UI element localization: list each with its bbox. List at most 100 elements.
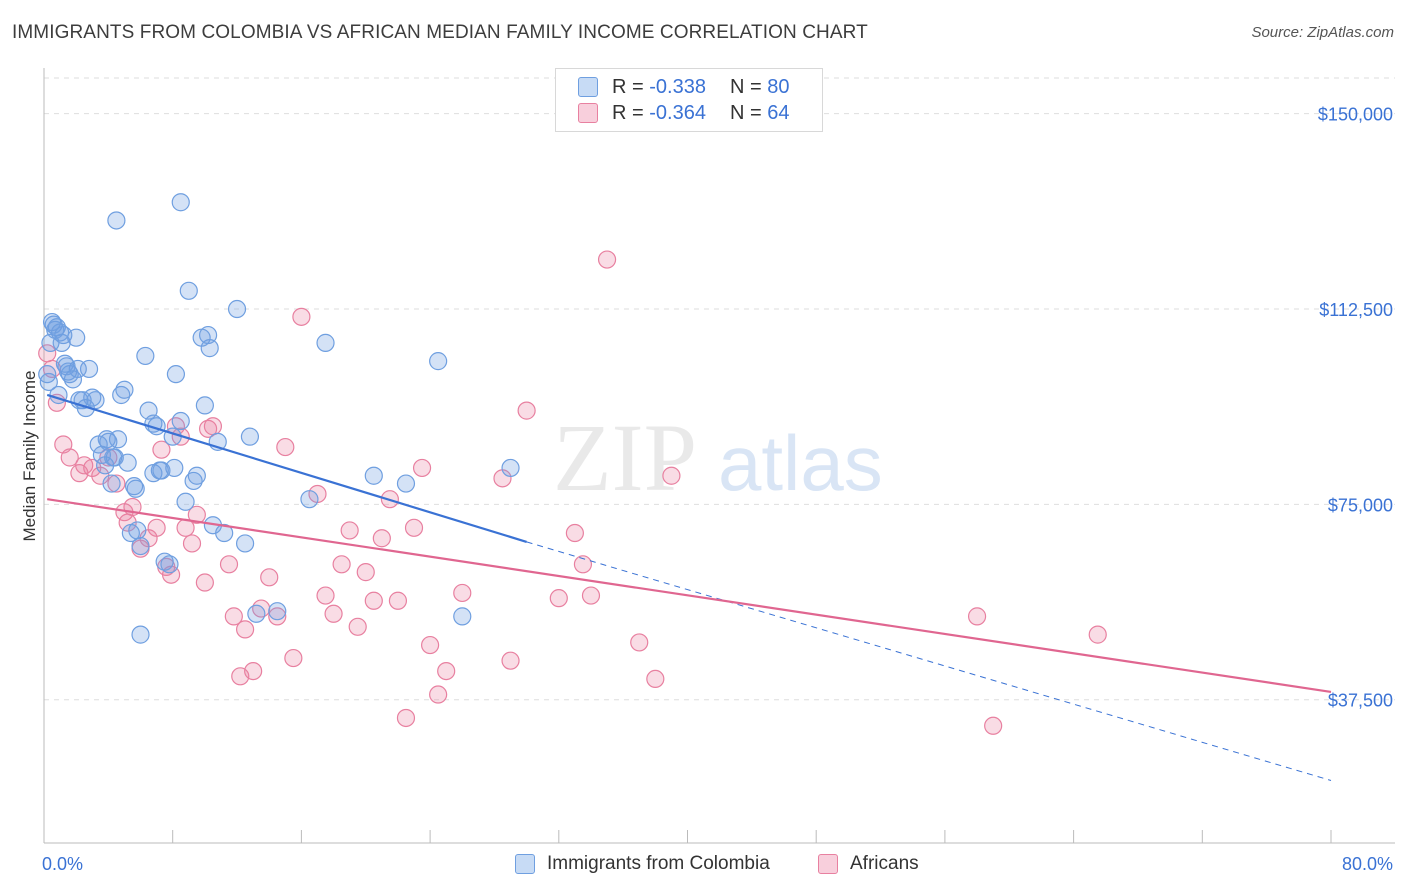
africans-point bbox=[429, 685, 448, 704]
y-tick-label: $75,000 bbox=[1328, 495, 1393, 515]
africans-point bbox=[517, 401, 536, 420]
africans-point bbox=[404, 518, 424, 537]
colombia-point bbox=[316, 333, 335, 352]
legend-swatch-colombia bbox=[578, 77, 598, 97]
bottom-legend-colombia: Immigrants from Colombia bbox=[515, 853, 770, 875]
africans-trend-line bbox=[47, 498, 1332, 694]
colombia-point bbox=[200, 339, 219, 358]
legend-r-value: -0.338 bbox=[649, 75, 706, 98]
colombia-point bbox=[38, 365, 57, 384]
africans-point bbox=[364, 591, 383, 610]
y-axis-label: Median Family Income bbox=[20, 370, 39, 541]
africans-point bbox=[244, 661, 263, 681]
colombia-trend-extension bbox=[526, 541, 1332, 781]
africans-point bbox=[276, 437, 295, 457]
africans-point bbox=[198, 419, 218, 438]
africans-point bbox=[187, 505, 206, 524]
africans-point bbox=[348, 617, 367, 636]
africans-point bbox=[573, 555, 593, 574]
colombia-point bbox=[364, 466, 383, 485]
colombia-point bbox=[247, 604, 266, 623]
africans-point bbox=[549, 589, 568, 608]
colombia-point bbox=[136, 346, 155, 366]
africans-point bbox=[340, 521, 359, 540]
colombia-point bbox=[501, 458, 520, 478]
colombia-point bbox=[187, 466, 206, 485]
legend-r-label: R = bbox=[612, 75, 644, 98]
africans-point bbox=[219, 555, 239, 574]
africans-point bbox=[630, 633, 649, 652]
colombia-point bbox=[179, 281, 198, 300]
africans-point bbox=[182, 534, 202, 553]
colombia-point bbox=[63, 370, 83, 389]
colombia-point bbox=[107, 211, 126, 230]
colombia-point bbox=[160, 555, 179, 574]
colombia-point bbox=[131, 536, 150, 556]
africans-point bbox=[565, 523, 584, 543]
africans-point bbox=[597, 250, 617, 269]
tick-labels: $37,500 $75,000 $112,500 $150,000 0.0% 80.0% bbox=[42, 105, 1393, 874]
colombia-point bbox=[396, 474, 416, 493]
y-tick-label: $112,500 bbox=[1319, 300, 1393, 320]
colombia-point bbox=[195, 396, 214, 415]
africans-point bbox=[324, 604, 343, 623]
colombia-point bbox=[128, 521, 147, 540]
colombia-point bbox=[131, 625, 150, 644]
legend-row-africans: R = -0.364 N = 64 bbox=[578, 100, 789, 126]
colombia-point bbox=[171, 411, 190, 431]
y-tick-label: $37,500 bbox=[1328, 691, 1393, 711]
x-tick-label: 0.0% bbox=[42, 854, 83, 874]
source-label: Source: ZipAtlas.com bbox=[1251, 24, 1394, 41]
africans-point bbox=[356, 563, 375, 582]
colombia-point bbox=[215, 523, 234, 543]
colombia-point bbox=[126, 479, 145, 498]
colombia-point bbox=[240, 427, 260, 446]
colombia-point bbox=[104, 448, 123, 467]
africans-point bbox=[388, 591, 408, 610]
legend-r-label: R = bbox=[612, 101, 644, 124]
bottom-legend-africans: Africans bbox=[818, 853, 919, 875]
africans-points bbox=[38, 250, 1107, 735]
africans-point bbox=[453, 583, 472, 603]
africans-point bbox=[224, 607, 243, 626]
legend-n-label: N = bbox=[729, 101, 762, 124]
africans-point bbox=[195, 573, 214, 592]
bottom-legend-swatch-africans bbox=[818, 854, 838, 874]
watermark-zip: ZIP bbox=[553, 404, 697, 511]
colombia-point bbox=[54, 325, 73, 345]
legend-n-value: 80 bbox=[767, 75, 790, 98]
colombia-point bbox=[102, 474, 121, 493]
colombia-point bbox=[86, 391, 105, 410]
africans-point bbox=[60, 448, 79, 467]
africans-point bbox=[152, 440, 171, 459]
africans-point bbox=[260, 568, 279, 587]
colombia-point bbox=[227, 299, 247, 319]
africans-point bbox=[268, 607, 287, 626]
legend-r-value: -0.364 bbox=[649, 101, 706, 124]
africans-point bbox=[437, 661, 456, 681]
colombia-point bbox=[198, 325, 218, 345]
colombia-point bbox=[268, 602, 287, 621]
africans-point bbox=[421, 635, 440, 655]
colombia-point bbox=[300, 490, 319, 509]
africans-point bbox=[372, 529, 391, 548]
y-tick-label: $150,000 bbox=[1318, 105, 1393, 125]
colombia-trend-line bbox=[46, 393, 527, 543]
colombia-point bbox=[235, 534, 255, 553]
colombia-point bbox=[453, 607, 472, 626]
legend-swatch-africans bbox=[578, 103, 598, 123]
colombia-point bbox=[176, 492, 195, 511]
africans-point bbox=[1088, 625, 1107, 644]
africans-point bbox=[412, 458, 432, 478]
bottom-legend-swatch-colombia bbox=[515, 854, 535, 874]
colombia-point bbox=[155, 552, 174, 571]
africans-point bbox=[984, 716, 1003, 735]
africans-point bbox=[662, 466, 681, 485]
africans-point bbox=[646, 669, 665, 689]
colombia-point bbox=[112, 385, 131, 405]
africans-point bbox=[235, 620, 255, 639]
legend-row-colombia: R = -0.338 N = 80 bbox=[578, 74, 789, 100]
colombia-point bbox=[171, 193, 190, 212]
africans-point bbox=[147, 518, 166, 537]
